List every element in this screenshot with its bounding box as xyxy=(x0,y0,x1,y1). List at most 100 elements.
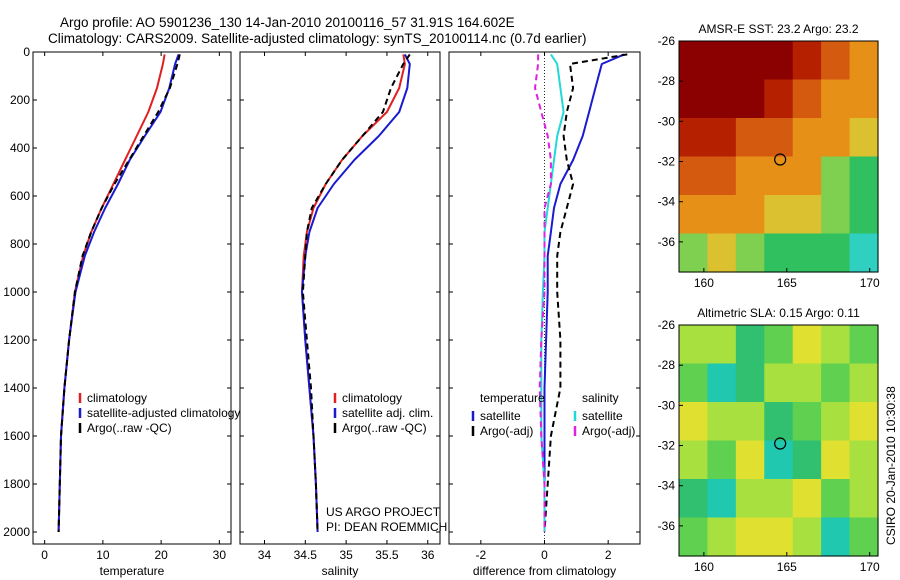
x-axis-label: salinity xyxy=(322,564,359,578)
legend-header-salinity: salinity xyxy=(582,391,619,405)
ytick-label: 800 xyxy=(10,237,30,251)
map-xtick-label: 160 xyxy=(694,276,714,290)
map-cell xyxy=(764,79,794,119)
temperature-panel: 0 200 400 600 800 1000 1200 1400 1600 1800 2000 0 10… xyxy=(3,45,240,578)
map-cell xyxy=(707,325,737,365)
map-ytick-label: -32 xyxy=(658,155,676,169)
map-cell xyxy=(849,517,879,557)
project-label: US ARGO PROJECT xyxy=(326,505,441,519)
series-temperature-1 xyxy=(57,54,180,533)
map-cell xyxy=(679,195,709,235)
map-cell xyxy=(679,363,709,403)
map-cell xyxy=(792,479,822,519)
map-cell xyxy=(792,195,822,235)
sla_map-frame xyxy=(678,324,879,557)
map-cell xyxy=(679,79,709,119)
map-cell xyxy=(764,402,794,442)
ytick-label: 200 xyxy=(10,93,30,107)
ytick-label: 600 xyxy=(10,189,30,203)
map-cell xyxy=(679,118,709,158)
map-cell xyxy=(707,156,737,196)
map-cell xyxy=(792,363,822,403)
map-cell xyxy=(764,233,794,273)
map-cell xyxy=(735,195,765,235)
legend-header-temperature: temperature xyxy=(480,391,545,405)
map-ytick-label: -28 xyxy=(658,358,676,372)
map-cell xyxy=(792,402,822,442)
map-ytick-label: -26 xyxy=(658,34,676,48)
salinity-panel: 34 34.5 35 35.5 36 salinity climatologysatelli… xyxy=(239,51,441,578)
difference-panel: -2 0 2 difference from climatology temperatu… xyxy=(448,51,641,578)
map-cell xyxy=(849,479,879,519)
map-ytick-label: -32 xyxy=(658,439,676,453)
map-cell xyxy=(821,479,851,519)
series-difference-3 xyxy=(534,54,552,532)
argo-position-marker xyxy=(774,437,787,450)
legend-label: climatology xyxy=(342,391,402,405)
map-cell xyxy=(792,517,822,557)
map-cell xyxy=(849,156,879,196)
map-cell xyxy=(679,156,709,196)
map-cell xyxy=(849,233,879,273)
map-xtick-label: 165 xyxy=(777,276,797,290)
ytick-label: 1000 xyxy=(3,285,30,299)
map-ytick-label: -28 xyxy=(658,74,676,88)
map-cell xyxy=(821,402,851,442)
map-ytick-label: -26 xyxy=(658,318,676,332)
xtick-label: 20 xyxy=(154,548,168,562)
map-cell xyxy=(764,325,794,365)
legend-label: Argo(-adj) xyxy=(582,424,635,438)
map-cell xyxy=(707,440,737,480)
map-cell xyxy=(707,41,737,81)
ytick-label: 1200 xyxy=(3,333,30,347)
sla-map-panel: Altimetric SLA: 0.15 Argo: 0.11 -26 -28 -30… xyxy=(658,306,880,574)
ytick-label: 2000 xyxy=(3,525,30,539)
salinity-plot-frame xyxy=(239,51,441,545)
series-difference-1 xyxy=(543,53,628,533)
figure-title-line1: Argo profile: AO 5901236_130 14-Jan-2010… xyxy=(60,15,515,30)
map-cell xyxy=(735,517,765,557)
map-cell xyxy=(849,195,879,235)
ytick-label: 1800 xyxy=(3,477,30,491)
map-cell xyxy=(792,41,822,81)
map-cell xyxy=(764,195,794,235)
map-ytick-label: -34 xyxy=(658,195,676,209)
map-xtick-label: 160 xyxy=(694,560,714,574)
csiro-timestamp: CSIRO 20-Jan-2010 10:30:38 xyxy=(884,386,898,545)
map-cell xyxy=(764,156,794,196)
map-cell xyxy=(792,233,822,273)
map-cell xyxy=(735,363,765,403)
series-temperature-2 xyxy=(57,54,181,533)
xtick-label: 34 xyxy=(258,548,272,562)
map-xtick-label: 165 xyxy=(777,560,797,574)
map-cell xyxy=(821,363,851,403)
map-cell xyxy=(821,41,851,81)
series-salinity-0 xyxy=(301,54,406,533)
map-cell xyxy=(679,325,709,365)
map-cell xyxy=(707,233,737,273)
map-xtick-label: 170 xyxy=(860,560,880,574)
xtick-label: 35.5 xyxy=(375,548,399,562)
xtick-label: 10 xyxy=(96,548,110,562)
map-xtick-label: 170 xyxy=(860,276,880,290)
map-cell xyxy=(849,363,879,403)
map-cell xyxy=(792,440,822,480)
map-cell xyxy=(735,440,765,480)
map-cell xyxy=(679,233,709,273)
map-cell xyxy=(735,79,765,119)
map-cell xyxy=(849,440,879,480)
map-cell xyxy=(792,156,822,196)
map-cell xyxy=(679,479,709,519)
map-cell xyxy=(679,517,709,557)
map-cell xyxy=(821,325,851,365)
legend-label: Argo(..raw -QC) xyxy=(342,421,427,435)
map-cell xyxy=(735,233,765,273)
map-cell xyxy=(821,440,851,480)
x-axis-label: difference from climatology xyxy=(473,564,616,578)
map-cell xyxy=(849,41,879,81)
pi-label: PI: DEAN ROEMMICH xyxy=(326,520,447,534)
map-cell xyxy=(849,118,879,158)
map-cell xyxy=(735,41,765,81)
map-cell xyxy=(849,402,879,442)
figure-title-line2: Climatology: CARS2009. Satellite-adjuste… xyxy=(48,31,587,46)
